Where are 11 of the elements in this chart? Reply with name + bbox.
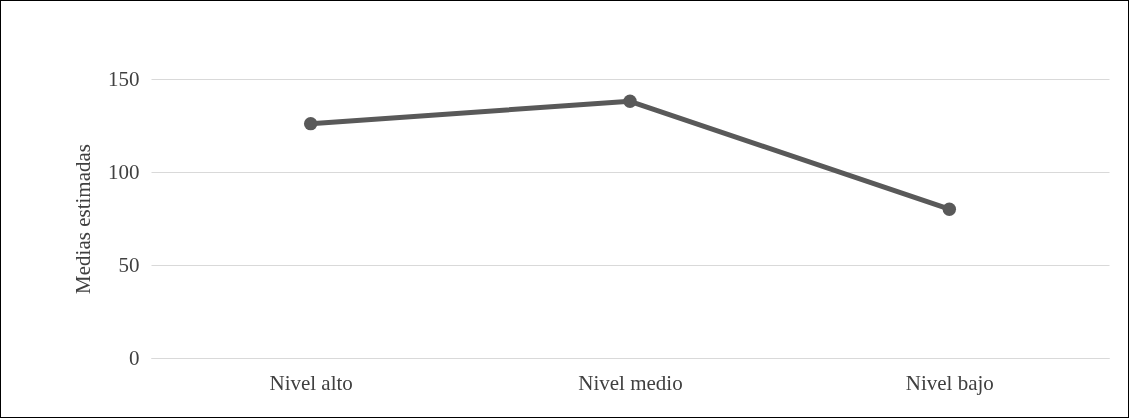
x-tick-label: Nivel bajo [905, 370, 994, 395]
y-tick-label: 100 [108, 159, 140, 184]
point [623, 94, 637, 109]
y-tick-label: 50 [118, 252, 140, 277]
x-tick-label: Nivel medio [578, 370, 683, 395]
point [303, 116, 318, 131]
point [942, 202, 957, 216]
y-tick-label: 150 [108, 66, 140, 91]
y-axis-title: Medias estimadas [71, 144, 95, 294]
y-tick-label: 0 [129, 345, 140, 370]
x-tick-label: Nivel alto [269, 370, 353, 395]
